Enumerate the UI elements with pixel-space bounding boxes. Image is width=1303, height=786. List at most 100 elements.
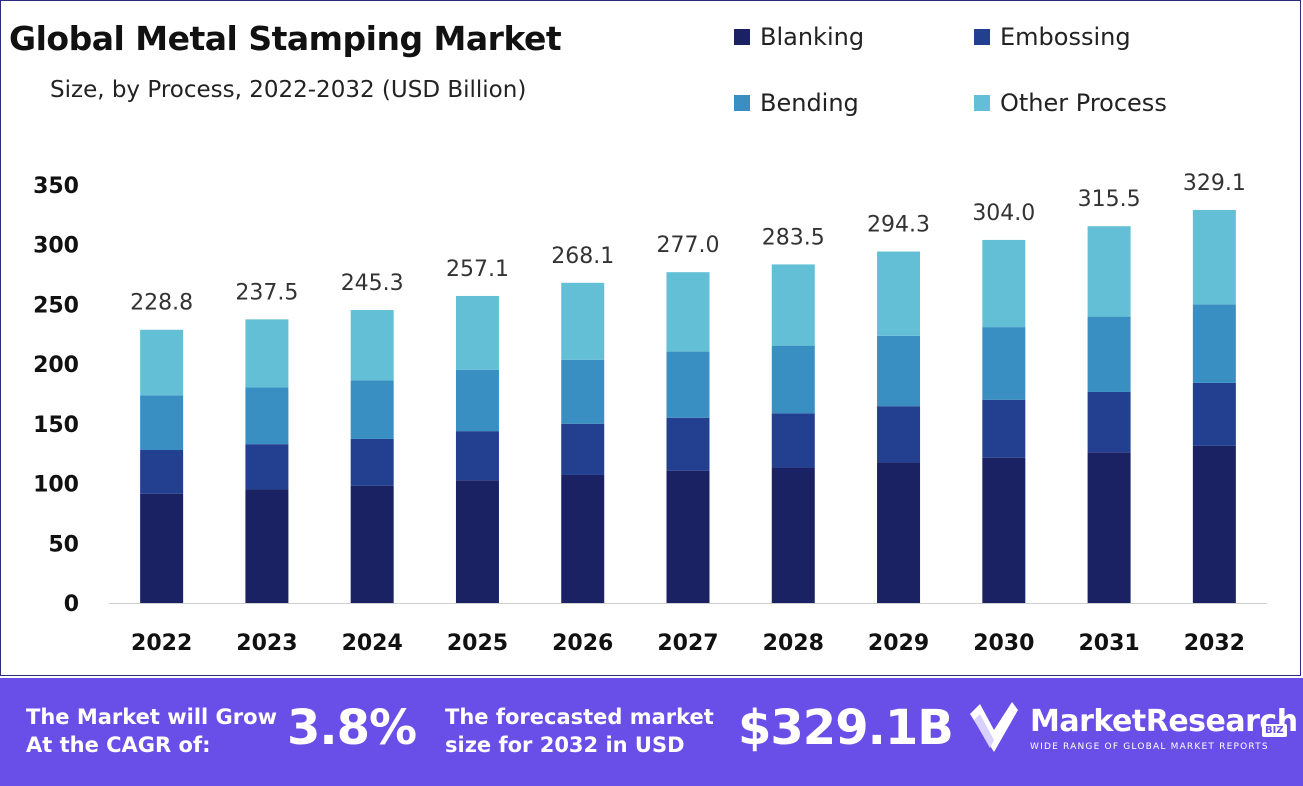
- legend-swatch-blanking: [734, 29, 750, 45]
- y-tick-label: 350: [33, 174, 79, 199]
- bar-segment-embossing-2032: [1192, 382, 1236, 446]
- bar-segment-bending-2028: [771, 345, 815, 414]
- total-label-2022: 228.8: [130, 291, 193, 316]
- legend-label-embossing: Embossing: [1000, 23, 1131, 51]
- total-label-2030: 304.0: [972, 201, 1035, 226]
- bar-segment-bending-2029: [877, 335, 921, 407]
- x-tick-label-2022: 2022: [131, 631, 192, 656]
- bar-segment-embossing-2023: [245, 444, 289, 490]
- bar-segment-embossing-2031: [1087, 391, 1131, 453]
- x-tick-label-2030: 2030: [973, 631, 1034, 656]
- legend-swatch-bending: [734, 95, 750, 111]
- x-tick-label-2023: 2023: [236, 631, 297, 656]
- legend-label-bending: Bending: [760, 89, 859, 117]
- chart-subtitle: Size, by Process, 2022-2032 (USD Billion…: [50, 77, 527, 103]
- y-tick-label: 100: [33, 473, 79, 498]
- legend-item-blanking: Blanking: [734, 23, 864, 51]
- total-label-2032: 329.1: [1183, 171, 1246, 196]
- bar-segment-blanking-2028: [771, 467, 815, 603]
- bar-segment-other-process-2022: [140, 329, 184, 396]
- bar-segment-other-process-2023: [245, 319, 289, 388]
- bar-segment-bending-2022: [140, 395, 184, 451]
- y-tick-label: 300: [33, 234, 79, 259]
- bar-segment-bending-2024: [350, 380, 394, 439]
- chart-frame: Global Metal Stamping Market Size, by Pr…: [0, 0, 1301, 676]
- y-tick-label: 250: [33, 293, 79, 318]
- bar-segment-other-process-2026: [561, 282, 605, 360]
- bar-segment-other-process-2024: [350, 310, 394, 381]
- bar-segment-blanking-2026: [561, 474, 605, 603]
- bar-segment-other-process-2028: [771, 264, 815, 346]
- legend-item-bending: Bending: [734, 89, 859, 117]
- bar-segment-other-process-2031: [1087, 226, 1131, 317]
- bar-segment-blanking-2022: [140, 493, 184, 603]
- total-label-2029: 294.3: [867, 213, 930, 238]
- y-tick-label: 50: [48, 532, 79, 557]
- bar-segment-blanking-2025: [455, 480, 499, 603]
- bar-segment-embossing-2025: [455, 431, 499, 481]
- bar-segment-bending-2031: [1087, 316, 1131, 392]
- bar-segment-other-process-2032: [1192, 209, 1236, 305]
- total-label-2027: 277.0: [657, 233, 720, 258]
- legend-swatch-embossing: [974, 29, 990, 45]
- bar-segment-bending-2030: [982, 327, 1026, 400]
- x-tick-label-2032: 2032: [1184, 631, 1245, 656]
- legend-label-blanking: Blanking: [760, 23, 865, 51]
- x-tick-label-2024: 2024: [342, 631, 403, 656]
- bar-segment-embossing-2026: [561, 423, 605, 475]
- bar-segment-bending-2026: [561, 359, 605, 424]
- cagr-text-line-1: The Market will Grow: [26, 705, 277, 729]
- total-label-2026: 268.1: [551, 244, 614, 269]
- y-tick-label: 200: [33, 353, 79, 378]
- x-tick-label-2025: 2025: [447, 631, 508, 656]
- bar-segment-other-process-2025: [455, 295, 499, 370]
- bar-segment-other-process-2029: [877, 251, 921, 336]
- legend-swatch-other-process: [974, 95, 990, 111]
- legend-label-other-process: Other Process: [1000, 89, 1167, 117]
- total-label-2025: 257.1: [446, 257, 509, 282]
- x-tick-label-2029: 2029: [868, 631, 929, 656]
- bar-segment-embossing-2027: [666, 417, 710, 471]
- bar-segment-blanking-2029: [877, 462, 921, 603]
- forecast-text-line-1: The forecasted market: [445, 705, 714, 729]
- y-tick-label: 0: [64, 592, 79, 617]
- summary-banner: The Market will Grow At the CAGR of: 3.8…: [0, 678, 1303, 786]
- total-label-2028: 283.5: [762, 225, 825, 250]
- stacked-bar-chart: 0 50 100 150 200 250 300 350 228.8 2022 237.5 2023 2…: [33, 171, 1267, 656]
- bar-segment-blanking-2030: [982, 457, 1026, 603]
- cagr-value: 3.8%: [287, 700, 417, 756]
- bar-segment-bending-2027: [666, 351, 710, 418]
- chart-title: Global Metal Stamping Market: [9, 19, 562, 58]
- bar-segment-embossing-2022: [140, 450, 184, 494]
- logo-name: MarketResearch: [1030, 704, 1298, 739]
- legend-item-other-process: Other Process: [974, 89, 1167, 117]
- bar-segment-other-process-2030: [982, 239, 1026, 328]
- bar-segment-blanking-2027: [666, 470, 710, 603]
- y-tick-label: 150: [33, 413, 79, 438]
- logo-badge: BIZ: [1262, 724, 1287, 737]
- x-tick-label-2028: 2028: [763, 631, 824, 656]
- bar-segment-bending-2023: [245, 387, 289, 445]
- bar-segment-embossing-2024: [350, 438, 394, 486]
- cagr-text-line-2: At the CAGR of:: [26, 733, 211, 757]
- bar-segment-embossing-2029: [877, 406, 921, 463]
- logo-tagline: WIDE RANGE OF GLOBAL MARKET REPORTS: [1030, 742, 1269, 752]
- bar-segment-blanking-2032: [1192, 445, 1236, 603]
- bar-segment-embossing-2030: [982, 399, 1026, 458]
- bar-segment-blanking-2031: [1087, 452, 1131, 603]
- forecast-text-line-2: size for 2032 in USD: [445, 733, 685, 757]
- bar-segment-bending-2025: [455, 369, 499, 432]
- total-label-2024: 245.3: [341, 271, 404, 296]
- total-label-2023: 237.5: [235, 280, 298, 305]
- total-label-2031: 315.5: [1078, 187, 1141, 212]
- x-tick-label-2026: 2026: [552, 631, 613, 656]
- bar-segment-embossing-2028: [771, 413, 815, 468]
- forecast-value: $329.1B: [738, 700, 954, 756]
- bar-segment-blanking-2023: [245, 489, 289, 603]
- x-tick-label-2031: 2031: [1078, 631, 1139, 656]
- bar-segment-bending-2032: [1192, 304, 1236, 383]
- x-tick-label-2027: 2027: [657, 631, 718, 656]
- bar-segment-blanking-2024: [350, 485, 394, 603]
- bar-segment-other-process-2027: [666, 272, 710, 352]
- legend-item-embossing: Embossing: [974, 23, 1131, 51]
